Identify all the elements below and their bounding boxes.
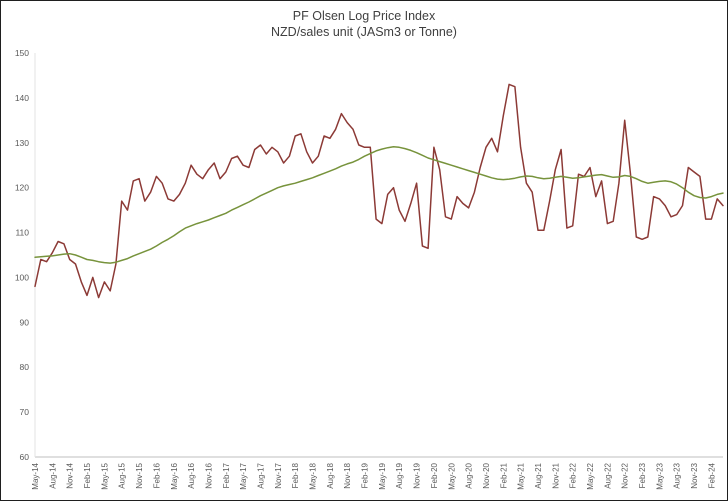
chart-subtitle: NZD/sales unit (JASm3 or Tonne) [271, 25, 457, 39]
x-axis-tick-label: May-19 [378, 462, 387, 489]
x-axis-tick-label: May-20 [447, 462, 456, 489]
y-axis-tick-label: 120 [15, 183, 29, 193]
x-axis-tick-label: Aug-18 [326, 462, 335, 488]
y-axis-tick-label: 60 [20, 452, 30, 462]
x-axis-tick-label: Feb-23 [638, 462, 647, 488]
y-axis-tick-label: 150 [15, 48, 29, 58]
trend-line [34, 146, 724, 264]
x-axis-tick-label: May-22 [586, 462, 595, 489]
x-axis-tick-label: Nov-14 [66, 462, 75, 488]
x-axis-tick-label: Aug-16 [187, 462, 196, 488]
x-axis-tick-label: Nov-22 [621, 462, 630, 488]
x-axis-tick-label: Feb-24 [707, 462, 716, 488]
x-axis-tick-label: Aug-17 [256, 462, 265, 488]
x-axis-tick-label: Feb-15 [83, 462, 92, 488]
x-axis-tick-label: Feb-21 [499, 462, 508, 488]
x-axis-tick-label: May-21 [517, 462, 526, 489]
y-axis-tick-label: 90 [20, 317, 30, 327]
x-axis-tick-label: Aug-14 [48, 462, 57, 488]
x-axis-tick-label: Nov-20 [482, 462, 491, 488]
x-axis-tick-label: Nov-23 [690, 462, 699, 488]
y-axis-tick-label: 80 [20, 362, 30, 372]
x-axis-tick-label: Aug-21 [534, 462, 543, 488]
x-axis-tick-label: Aug-23 [673, 462, 682, 488]
x-axis-tick-label: Nov-18 [343, 462, 352, 488]
x-axis-tick-label: Aug-20 [465, 462, 474, 488]
x-axis-tick-label: Feb-19 [361, 462, 370, 488]
x-axis-tick-label: Feb-22 [569, 462, 578, 488]
chart-title: PF Olsen Log Price Index [292, 9, 436, 23]
x-axis-tick-label: May-23 [655, 462, 664, 489]
x-axis-tick-label: Aug-22 [603, 462, 612, 488]
x-axis-tick-label: May-16 [170, 462, 179, 489]
x-axis-tick-label: Feb-18 [291, 462, 300, 488]
y-axis-tick-label: 140 [15, 93, 29, 103]
x-axis-tick-label: Feb-17 [222, 462, 231, 488]
x-axis-tick-label: May-17 [239, 462, 248, 489]
x-axis-tick-label: Nov-19 [413, 462, 422, 488]
y-axis-tick-label: 110 [15, 228, 29, 238]
x-axis-tick-label: May-18 [309, 462, 318, 489]
x-axis-tick-label: Nov-16 [204, 462, 213, 488]
x-axis-tick-label: Nov-15 [135, 462, 144, 488]
y-axis-tick-label: 70 [20, 407, 30, 417]
index-line [34, 83, 724, 299]
x-axis-tick-label: Nov-21 [551, 462, 560, 488]
x-axis-tick-label: Feb-20 [430, 462, 439, 488]
x-axis-tick-label: May-14 [31, 462, 40, 489]
y-axis-tick-label: 100 [15, 272, 29, 282]
x-axis-tick-label: Aug-15 [118, 462, 127, 488]
x-axis-tick-label: Aug-19 [395, 462, 404, 488]
x-axis-tick-label: May-15 [100, 462, 109, 489]
x-axis-tick-label: Nov-17 [274, 462, 283, 488]
y-axis-tick-label: 130 [15, 138, 29, 148]
x-axis-tick-label: Feb-16 [152, 462, 161, 488]
